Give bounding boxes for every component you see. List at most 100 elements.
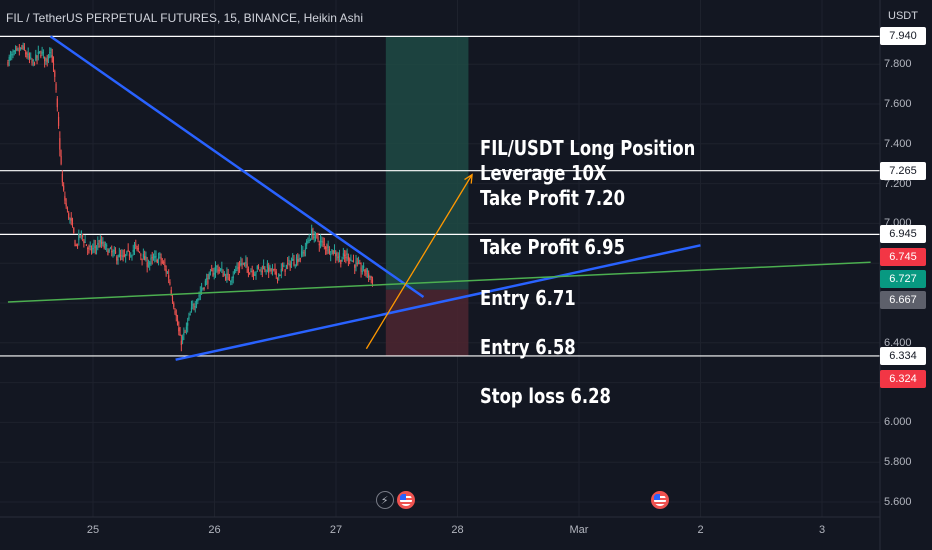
candle-body — [226, 273, 228, 278]
candle-body — [98, 245, 100, 248]
trendlines-layer — [7, 35, 871, 361]
profit-zone — [385, 36, 469, 290]
candle-body — [280, 268, 282, 273]
time-tick-label: 3 — [818, 524, 826, 536]
candle-body — [117, 259, 119, 261]
candle-body — [244, 262, 246, 264]
candle-body — [246, 263, 248, 267]
price-axis-unit[interactable]: USDT — [888, 10, 918, 22]
price-tick-label: 7.800 — [884, 58, 912, 71]
candle-body — [176, 319, 179, 325]
symbol-header[interactable]: FIL / TetherUS PERPETUAL FUTURES, 15, BI… — [6, 11, 363, 25]
candle-body — [95, 247, 98, 249]
annotation-take-profit-2: Take Profit 6.95 — [480, 235, 625, 259]
candle-body — [16, 48, 18, 50]
us-flag-icon[interactable] — [651, 491, 670, 509]
candle-body — [17, 48, 19, 50]
candle-body — [317, 237, 319, 241]
candle-body — [222, 272, 224, 277]
candle-body — [275, 271, 277, 276]
candle-body — [185, 326, 188, 330]
candle-body — [33, 62, 36, 66]
price-tick-label: 7.600 — [884, 98, 912, 110]
candle-body — [9, 55, 12, 57]
candle-body — [202, 287, 204, 289]
candle-body — [330, 254, 332, 256]
candle-body — [351, 260, 353, 262]
candle-body — [352, 260, 355, 262]
flag-graphic — [654, 494, 667, 506]
candle-body — [138, 251, 141, 253]
candle-body — [245, 261, 247, 264]
price-tick-label: 6.000 — [884, 416, 912, 429]
candle-body — [170, 289, 172, 294]
candle-body — [254, 274, 256, 276]
candle-body — [240, 263, 242, 266]
candle-body — [119, 255, 122, 257]
candle-body — [321, 241, 323, 243]
candle-body — [293, 261, 295, 266]
candle-body — [149, 262, 151, 265]
candle-body — [107, 251, 109, 256]
candle-body — [54, 71, 56, 77]
candle-body — [359, 263, 361, 265]
candle-body — [87, 248, 89, 250]
candle-body — [26, 55, 28, 58]
candle-body — [28, 55, 31, 59]
candle-body — [140, 254, 142, 256]
us-flag-icon[interactable] — [397, 491, 416, 509]
candle-body — [331, 249, 333, 252]
annotation-title: FIL/USDT Long Position — [480, 136, 696, 160]
candle-body — [131, 255, 133, 257]
candle-body — [366, 269, 368, 273]
candle-body — [44, 56, 46, 62]
candle-body — [316, 233, 318, 236]
candle-body — [285, 264, 287, 270]
price-label: 6.334 — [880, 346, 926, 365]
candle-body — [336, 257, 338, 259]
candle-body — [278, 274, 280, 278]
candle-body — [364, 269, 366, 273]
candle-body — [160, 257, 162, 261]
candle-body — [184, 331, 186, 333]
candle-body — [180, 340, 182, 345]
candle-body — [123, 255, 125, 257]
candle-body — [355, 261, 357, 265]
candle-body — [214, 267, 217, 271]
candle-body — [108, 249, 110, 252]
candle-body — [64, 196, 66, 201]
candle-body — [307, 241, 309, 243]
time-tick-label: 27 — [329, 524, 343, 536]
horizontal-levels — [0, 35, 880, 357]
candle-body — [38, 51, 41, 53]
candle-body — [207, 280, 209, 284]
candle-body — [171, 296, 174, 301]
candle-body — [187, 322, 189, 326]
flash-icon[interactable]: ⚡ — [375, 491, 394, 509]
candle-body — [233, 270, 236, 273]
candle-body — [251, 271, 253, 273]
candle-body — [342, 253, 344, 256]
candle-body — [66, 208, 69, 210]
candle-body — [306, 241, 308, 246]
candle-body — [157, 257, 160, 260]
candle-body — [283, 265, 285, 268]
candle-body — [235, 269, 237, 271]
candle-body — [112, 251, 114, 253]
candle-body — [21, 47, 23, 49]
candle-body — [104, 243, 107, 246]
candle-body — [178, 327, 180, 332]
candle-body — [223, 274, 225, 276]
candle-body — [80, 231, 82, 234]
candle-body — [354, 264, 356, 268]
candle-body — [269, 265, 271, 269]
time-tick-label: 28 — [451, 524, 464, 536]
candle-body — [323, 243, 325, 245]
candle-body — [35, 54, 37, 61]
candle-body — [45, 57, 47, 59]
flag-graphic — [400, 494, 413, 506]
candle-body — [288, 259, 290, 262]
candle-body — [7, 61, 9, 66]
candle-body — [300, 251, 303, 256]
